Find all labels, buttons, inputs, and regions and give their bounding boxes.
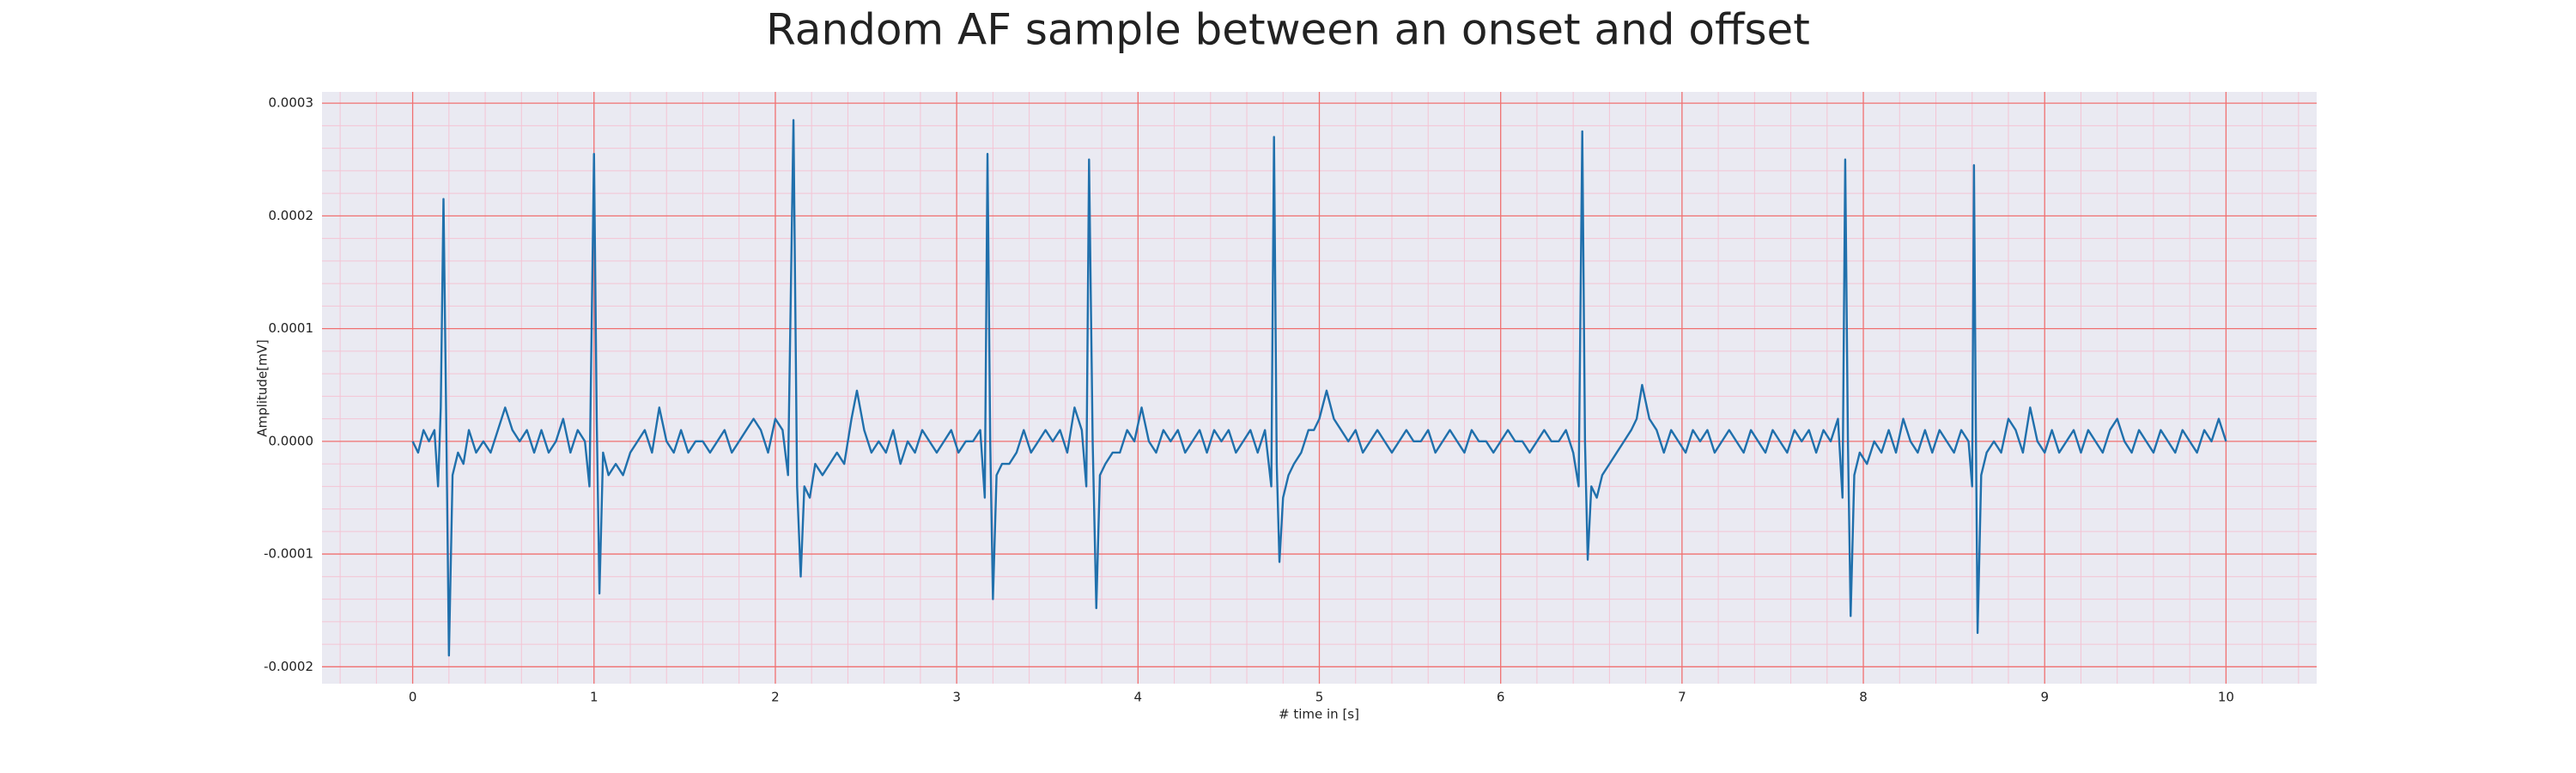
x-tick-label: 2 — [771, 690, 780, 705]
x-tick-label: 3 — [952, 690, 961, 705]
y-axis-label: Amplitude[mV] — [255, 339, 270, 436]
y-tick-label: -0.0001 — [264, 546, 313, 562]
x-tick-label: 9 — [2040, 690, 2049, 705]
x-tick-label: 4 — [1134, 690, 1143, 705]
y-tick-label: 0.0001 — [269, 320, 314, 336]
x-tick-label: 1 — [590, 690, 598, 705]
chart-title: Random AF sample between an onset and of… — [766, 5, 1810, 55]
x-tick-label: 8 — [1859, 690, 1868, 705]
grid — [322, 92, 2317, 684]
y-tick-label: 0.0000 — [269, 433, 314, 448]
y-tick-label: 0.0003 — [269, 95, 314, 111]
x-tick-label: 10 — [2218, 690, 2234, 705]
signal-line — [411, 119, 2227, 657]
x-tick-label: 5 — [1315, 690, 1324, 705]
y-tick-label: -0.0002 — [264, 659, 313, 674]
x-axis-label: # time in [s] — [1279, 707, 1359, 722]
x-tick-label: 7 — [1678, 690, 1686, 705]
x-tick-label: 0 — [409, 690, 417, 705]
y-tick-label: 0.0002 — [269, 208, 314, 223]
x-tick-label: 6 — [1497, 690, 1505, 705]
